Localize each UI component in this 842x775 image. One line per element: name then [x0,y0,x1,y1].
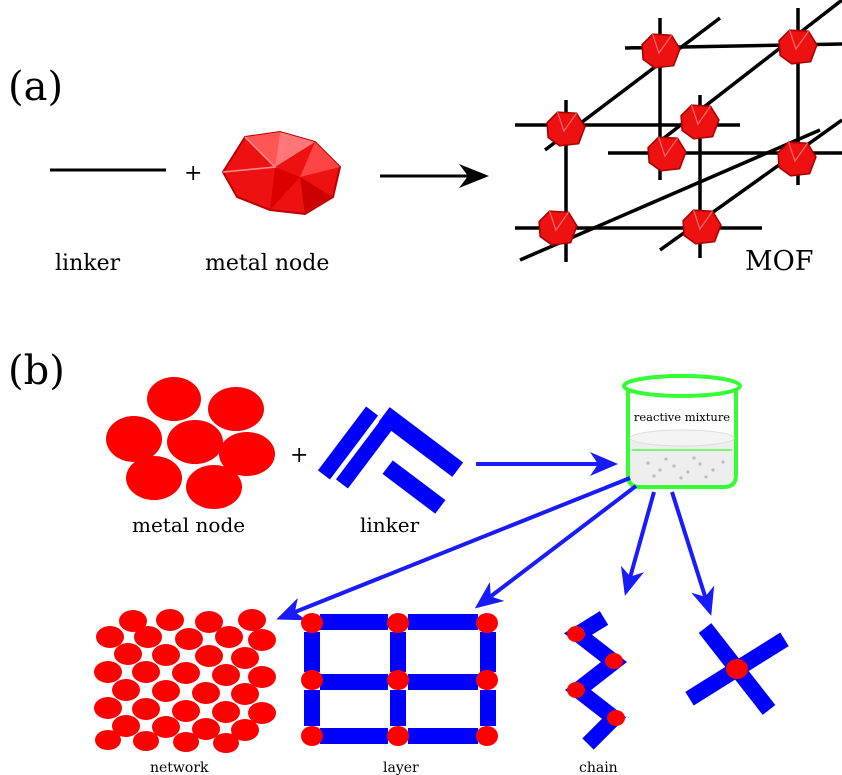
metal-node-label-b: metal node [132,513,245,537]
mof-label: MOF [745,246,814,277]
mof-node [682,209,722,245]
metal-node-label-a: metal node [205,251,329,276]
panel-a-tag: (a) [8,64,63,110]
linker-label-b: linker [360,513,420,537]
layer-label: layer [383,760,419,775]
mof-nodes [538,29,818,246]
metal-node-polyhedron [221,130,342,216]
beaker: reactive mixture [622,374,742,489]
arrow-to-chain [620,491,656,596]
arrow-to-network [276,476,631,621]
cross-product [685,623,789,715]
network-product [94,609,276,753]
linker-bars [317,406,464,514]
panel-b-tag: (b) [8,348,65,394]
mof-node [778,29,818,65]
mof-node [538,210,578,246]
mof-node [641,33,681,69]
network-label: network [150,760,209,775]
layer-product [301,613,498,746]
arrow-to-cross [670,491,715,616]
mof-node [777,141,817,177]
plus-sign-a: + [184,161,202,186]
chain-product [563,611,628,750]
mof-node [647,136,687,172]
arrow-to-layer [474,484,638,609]
chain-label: chain [579,760,618,775]
beaker-label: reactive mixture [634,410,730,424]
metal-node-cluster [106,377,275,509]
mof-node [680,104,720,140]
linker-label-a: linker [55,251,121,276]
mof-node [546,111,586,147]
plus-sign-b: + [290,443,308,468]
product-arrows [276,476,715,621]
